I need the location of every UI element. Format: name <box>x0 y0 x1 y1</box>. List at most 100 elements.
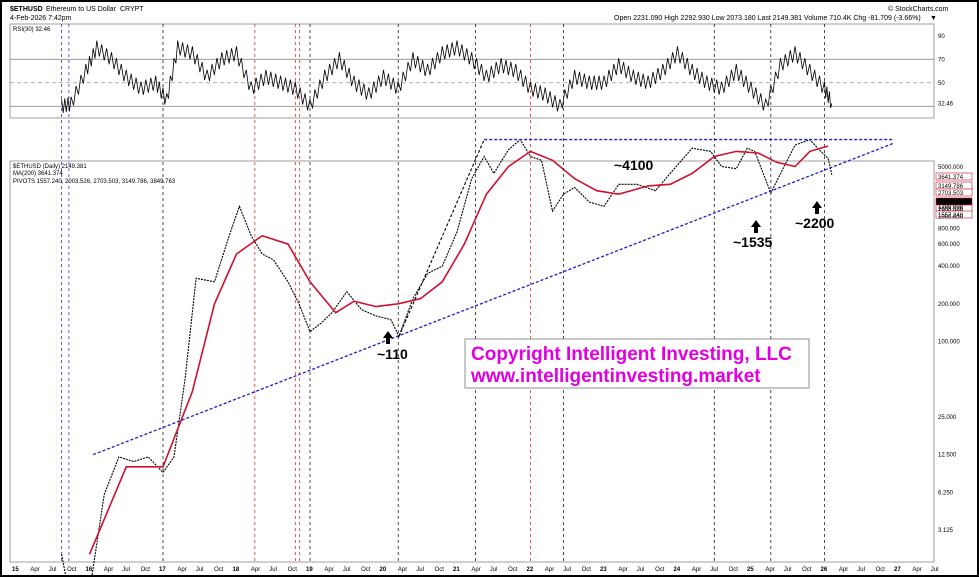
website-line: www.intelligentinvesting.market <box>470 366 761 387</box>
x-tick-label: Jul <box>784 567 792 573</box>
legend-price: $ETHUSD (Daily) 2149.381 <box>13 164 87 170</box>
legend-pivots: PIVOTS 1557.240, 2003.526, 2703.503, 314… <box>13 179 176 185</box>
price-tick-label: 25.000 <box>938 415 957 421</box>
chart-date: 4-Feb-2026 7:42pm <box>10 15 72 22</box>
x-tick-label: Oct <box>876 567 886 573</box>
change-down-icon: ▼ <box>930 15 937 22</box>
price-label-box <box>935 210 973 219</box>
chart-name: Ethereum to US Dollar <box>46 6 117 13</box>
price-tick-label: 600.000 <box>938 242 960 248</box>
price-tick-label: 1000.000 <box>938 214 964 220</box>
price-tick-label: 12.500 <box>938 453 957 459</box>
x-tick-label: Jul <box>49 567 57 573</box>
x-tick-label: 20 <box>380 567 387 573</box>
x-tick-label: Oct <box>435 567 445 573</box>
x-tick-label: Apr <box>912 567 921 573</box>
x-tick-label: Jul <box>269 567 277 573</box>
x-tick-label: Jul <box>563 567 571 573</box>
annotation-110: ~110 <box>377 346 408 362</box>
ma200-line <box>88 145 829 555</box>
x-tick-label: Apr <box>618 567 627 573</box>
copyright-line: Copyright Intelligent Investing, LLC <box>471 344 792 365</box>
price-tick-label: 1557.240 <box>938 213 964 219</box>
x-tick-label: 15 <box>12 567 19 573</box>
copyright-box <box>464 338 810 389</box>
price-tick-label: 3641.374 <box>938 175 964 181</box>
x-tick-label: Oct <box>288 567 298 573</box>
x-tick-label: Apr <box>104 567 113 573</box>
price-tick-label: 2703.503 <box>938 191 964 197</box>
price-tick-label: 2003.526 <box>938 207 964 213</box>
x-tick-label: Apr <box>398 567 407 573</box>
x-tick-label: 16 <box>86 567 93 573</box>
price-label-box <box>935 172 973 181</box>
x-tick-label: Apr <box>177 567 186 573</box>
x-tick-label: 25 <box>747 567 754 573</box>
arrow-up-icon <box>383 331 393 344</box>
chart-symbol: $ETHUSD <box>10 6 43 13</box>
price-tick-label: 800.000 <box>938 226 960 232</box>
annotation-4100: ~4100 <box>614 157 654 173</box>
x-tick-label: 18 <box>233 567 240 573</box>
x-tick-label: 22 <box>527 567 534 573</box>
x-axis: 15 Apr Jul Oct 16 Apr Jul Oct 17 Apr Jul Oct 18 Apr Ju… <box>12 567 938 573</box>
chart-source: © StockCharts.com <box>888 5 949 13</box>
price-tick-label: 3.125 <box>938 528 954 534</box>
price-label-box <box>935 188 973 197</box>
legend-ma200: MA(200) 3641.374 <box>13 171 63 177</box>
x-tick-label: 24 <box>674 567 681 573</box>
price-tick-label: 100.000 <box>938 340 960 346</box>
rally-trendline <box>398 139 485 337</box>
x-tick-label: 23 <box>600 567 607 573</box>
x-tick-label: Jul <box>343 567 351 573</box>
trend-lines <box>92 138 895 456</box>
x-tick-label: Oct <box>582 567 592 573</box>
x-tick-label: 27 <box>894 567 901 573</box>
arrow-up-icon <box>812 201 822 214</box>
price-tick-label: 3149.786 <box>938 184 964 190</box>
x-tick-label: Jul <box>931 567 939 573</box>
x-tick-label: Apr <box>30 567 39 573</box>
x-tick-label: Oct <box>729 567 739 573</box>
x-tick-label: Oct <box>214 567 224 573</box>
x-tick-label: 19 <box>306 567 313 573</box>
rsi-panel <box>9 23 935 119</box>
x-tick-label: Oct <box>141 567 151 573</box>
price-tick-label: 400.000 <box>938 264 960 270</box>
x-tick-label: Oct <box>361 567 371 573</box>
arrow-up-icon <box>751 220 761 233</box>
x-tick-label: Oct <box>67 567 77 573</box>
chart-ohlc: Open 2231.090 High 2292.930 Low 2073.180… <box>614 15 921 22</box>
x-tick-label: Jul <box>122 567 130 573</box>
x-tick-label: Apr <box>545 567 554 573</box>
price-line <box>61 138 833 575</box>
x-tick-label: Apr <box>692 567 701 573</box>
x-tick-label: Apr <box>839 567 848 573</box>
price-tick-label: 5000.000 <box>938 165 964 171</box>
annotation-1535: ~1535 <box>733 234 773 250</box>
price-tick-label: 2149.381 <box>938 200 964 206</box>
x-tick-label: Jul <box>710 567 718 573</box>
rsi-label: RSI(30) 32.46 <box>13 27 51 33</box>
x-tick-label: Jul <box>196 567 204 573</box>
x-tick-label: Jul <box>490 567 498 573</box>
rsi-line <box>61 40 833 113</box>
x-tick-label: Jul <box>637 567 645 573</box>
x-tick-label: Oct <box>508 567 518 573</box>
price-series <box>61 138 833 575</box>
x-tick-label: Apr <box>251 567 260 573</box>
price-tick-label: 6.250 <box>938 490 954 496</box>
rsi-tick-label: 90 <box>938 34 945 40</box>
rsi-axis: 90 70 50 32.46 <box>938 34 954 108</box>
rsi-tick-label: 70 <box>938 57 945 63</box>
x-tick-label: Apr <box>324 567 333 573</box>
chart-exchange: CRYPT <box>120 6 144 13</box>
x-tick-label: Jul <box>416 567 424 573</box>
annotation-2200: ~2200 <box>795 215 835 231</box>
x-tick-label: Oct <box>655 567 665 573</box>
price-tick-label: 200.000 <box>938 302 960 308</box>
rsi-series <box>61 40 833 113</box>
price-tick-label: 1200.000 <box>938 204 964 210</box>
